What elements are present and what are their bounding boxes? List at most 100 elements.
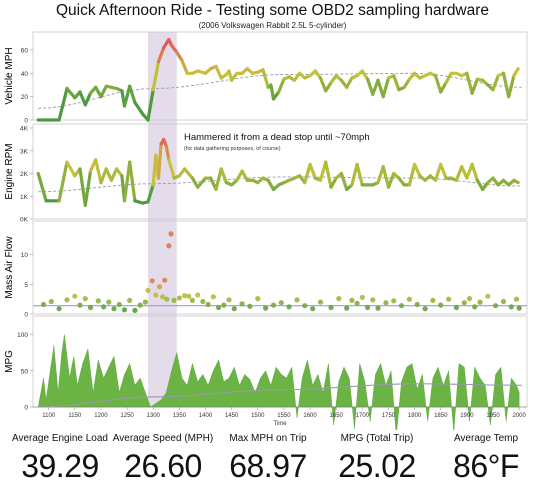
scatter-point-54 [349, 297, 355, 303]
y-tick-label-mpg-1: 50 [21, 368, 29, 375]
y-tick-label-vehicle-mph-3: 60 [21, 48, 29, 55]
line-segment-engine-rpm-83 [470, 162, 479, 182]
line-segment-engine-rpm-44 [266, 178, 276, 191]
x-tick-label-0: 1100 [42, 413, 56, 419]
scatter-point-62 [398, 303, 405, 309]
line-segment-engine-rpm-9 [94, 158, 103, 185]
scatter-point-38 [226, 297, 232, 303]
line-segment-vehicle-mph-91 [512, 67, 520, 78]
line-segment-engine-rpm-84 [475, 178, 485, 191]
scatter-point-79 [516, 305, 522, 311]
line-segment-engine-rpm-61 [355, 162, 364, 187]
scatter-point-42 [255, 296, 261, 302]
scatter-point-65 [422, 306, 428, 312]
y-tick-label-mass-air-flow-2: 10 [21, 252, 29, 259]
stat-value-max-mph: 68.97 [229, 448, 307, 484]
line-segment-vehicle-mph-25 [175, 50, 184, 63]
line-segment-vehicle-mph-21 [156, 46, 166, 64]
scatter-point-75 [493, 303, 499, 309]
line-segment-vehicle-mph-87 [491, 74, 500, 92]
x-tick-label-15: 1850 [434, 413, 448, 419]
scatter-point-37 [221, 302, 227, 308]
scatter-point-23 [162, 277, 168, 283]
x-tick-label-5: 1350 [173, 413, 187, 419]
scatter-point-0 [40, 301, 47, 308]
line-segment-vehicle-mph-6 [78, 90, 87, 107]
line-segment-engine-rpm-34 [214, 167, 223, 191]
scatter-point-10 [106, 299, 112, 305]
scatter-point-73 [477, 299, 483, 305]
scatter-point-69 [453, 304, 459, 311]
line-segment-vehicle-mph-54 [318, 76, 328, 93]
y-axis-label-mpg: MPG [4, 350, 15, 373]
x-tick-label-6: 1400 [199, 413, 213, 419]
line-segment-engine-rpm-67 [386, 171, 396, 189]
line-segment-engine-rpm-55 [324, 160, 333, 189]
scatter-point-48 [302, 303, 308, 309]
x-tick-label-3: 1250 [120, 413, 134, 419]
scatter-point-11 [111, 306, 117, 312]
x-tick-label-16: 1900 [460, 413, 474, 419]
stat-label-mpg: MPG (Total Trip) [340, 433, 414, 444]
scatter-point-30 [186, 293, 192, 299]
scatter-point-76 [500, 298, 507, 305]
scatter-point-46 [286, 304, 292, 310]
y-tick-label-engine-rpm-2: 2K [20, 171, 29, 178]
scatter-point-12 [116, 301, 122, 308]
scatter-point-47 [294, 297, 300, 303]
line-segment-vehicle-mph-70 [402, 77, 411, 89]
scatter-point-57 [365, 304, 371, 311]
scatter-point-43 [263, 305, 269, 311]
scatter-point-13 [121, 307, 128, 313]
x-tick-label-14: 1800 [408, 413, 422, 419]
stat-value-average-temp: 86°F [453, 448, 519, 484]
line-segment-vehicle-mph-19 [146, 88, 155, 122]
scatter-point-2 [56, 306, 62, 312]
line-segment-engine-rpm-25 [164, 144, 171, 162]
y-tick-label-engine-rpm-1: 1K [20, 194, 29, 201]
y-tick-label-vehicle-mph-2: 40 [21, 71, 29, 78]
line-segment-vehicle-mph-55 [324, 81, 333, 93]
scatter-point-24 [164, 296, 170, 302]
x-tick-label-12: 1700 [356, 413, 370, 419]
x-tick-label-2: 1200 [94, 413, 108, 419]
scatter-point-19 [149, 278, 155, 284]
line-segment-engine-rpm-71 [407, 162, 417, 187]
line-segment-vehicle-mph-66 [381, 76, 391, 99]
line-segment-engine-rpm-52 [308, 162, 317, 180]
line-segment-vehicle-mph-10 [99, 84, 108, 99]
line-segment-vehicle-mph-20 [151, 60, 161, 92]
scatter-point-15 [132, 307, 138, 313]
scatter-point-3 [64, 297, 70, 303]
y-tick-label-vehicle-mph-1: 20 [21, 94, 29, 101]
y-tick-label-engine-rpm-3: 3K [20, 148, 29, 155]
line-segment-vehicle-mph-7 [83, 91, 93, 107]
panel-frame-vehicle-mph [32, 31, 528, 121]
line-segment-vehicle-mph-17 [133, 100, 145, 116]
y-tick-label-vehicle-mph-0: 0 [24, 118, 28, 125]
x-tick-label-7: 1450 [225, 413, 239, 419]
scatter-point-68 [446, 296, 452, 302]
x-tick-label-18: 2000 [512, 413, 526, 419]
scatter-point-6 [82, 296, 88, 302]
line-segment-vehicle-mph-59 [345, 76, 354, 89]
x-axis-label: Time [273, 421, 287, 427]
series-line-engine-rpm [36, 137, 520, 207]
y-axis-label-engine-rpm: Engine RPM [4, 143, 15, 199]
line-segment-engine-rpm-4 [65, 160, 77, 178]
x-tick-label-1: 1150 [68, 413, 82, 419]
scatter-point-49 [310, 306, 316, 312]
dashboard-charts: Vehicle MPH 0 20 40 60 Engine RPM 0K 1K 2K 3K 4K Ma… [4, 31, 528, 430]
stat-value-engine-load: 39.29 [21, 448, 99, 484]
scatter-point-21 [156, 284, 163, 290]
stat-value-average-speed: 26.60 [124, 448, 202, 484]
line-segment-engine-rpm-39 [240, 169, 249, 182]
y-axis-label-vehicle-mph: Vehicle MPH [4, 47, 15, 104]
scatter-point-22 [160, 294, 166, 300]
scatter-point-7 [87, 304, 94, 311]
line-segment-engine-rpm-76 [433, 162, 443, 182]
line-segment-engine-rpm-29 [183, 167, 194, 180]
line-segment-engine-rpm-15 [122, 160, 132, 203]
panel-frame-mass-air-flow [32, 220, 528, 315]
scatter-point-72 [472, 304, 478, 310]
